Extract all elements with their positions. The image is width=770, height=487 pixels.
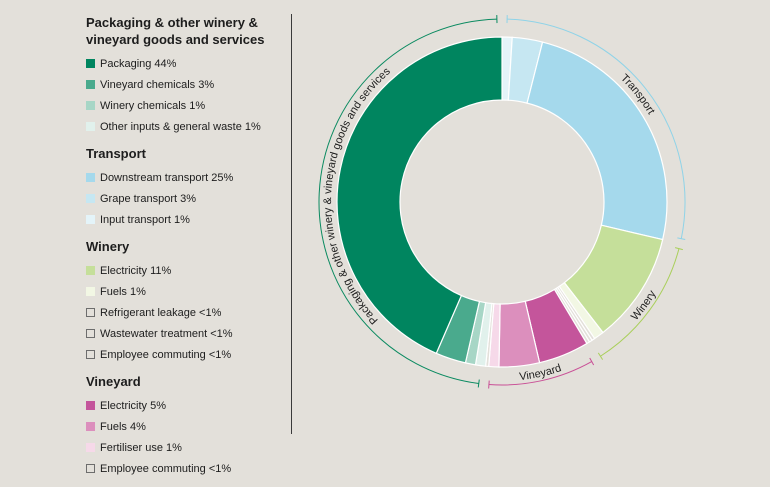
legend-label: Fuels 1% — [100, 286, 146, 298]
legend-label: Grape transport 3% — [100, 193, 196, 205]
legend-label: Downstream transport 25% — [100, 172, 233, 184]
legend-item: Packaging 44% — [86, 53, 286, 74]
legend-group: Winery Electricity 11% Fuels 1% Refrigerant… — [86, 238, 286, 365]
legend-swatch — [86, 287, 95, 296]
group-bracket-tick — [478, 380, 479, 388]
legend-swatch — [86, 464, 95, 473]
legend-item: Wastewater treatment <1% — [86, 323, 286, 344]
group-bracket-tick — [489, 381, 490, 389]
group-bracket-tick — [598, 353, 602, 360]
legend-item: Refrigerant leakage <1% — [86, 302, 286, 323]
legend-label: Fertiliser use 1% — [100, 442, 182, 454]
legend-label: Electricity 11% — [100, 265, 171, 277]
group-bracket-tick — [590, 358, 594, 365]
legend-item: Fuels 1% — [86, 281, 286, 302]
legend-item: Input transport 1% — [86, 209, 286, 230]
legend-group: Packaging & other winery & vineyard good… — [86, 14, 286, 137]
legend-label: Other inputs & general waste 1% — [100, 121, 261, 133]
legend-swatch — [86, 422, 95, 431]
legend-swatch — [86, 308, 95, 317]
legend-swatch — [86, 173, 95, 182]
legend-swatch — [86, 122, 95, 131]
legend-swatch — [86, 350, 95, 359]
legend-swatch — [86, 101, 95, 110]
legend-group: Transport Downstream transport 25% Grape t… — [86, 145, 286, 230]
legend-item: Electricity 5% — [86, 395, 286, 416]
legend-label: Wastewater treatment <1% — [100, 328, 233, 340]
legend-swatch — [86, 194, 95, 203]
legend-label: Electricity 5% — [100, 400, 166, 412]
legend-label: Packaging 44% — [100, 58, 176, 70]
legend-swatch — [86, 215, 95, 224]
legend-group-title: Transport — [86, 145, 286, 162]
legend-label: Employee commuting <1% — [100, 463, 231, 475]
legend-item: Employee commuting <1% — [86, 344, 286, 365]
legend: Packaging & other winery & vineyard good… — [86, 14, 286, 487]
legend-label: Winery chemicals 1% — [100, 100, 205, 112]
legend-swatch — [86, 329, 95, 338]
legend-item: Downstream transport 25% — [86, 167, 286, 188]
legend-label: Vineyard chemicals 3% — [100, 79, 214, 91]
legend-group-title: Packaging & other winery & vineyard good… — [86, 14, 286, 48]
legend-swatch — [86, 266, 95, 275]
legend-label: Fuels 4% — [100, 421, 146, 433]
legend-item: Fertiliser use 1% — [86, 437, 286, 458]
donut-slice — [527, 42, 667, 240]
legend-label: Input transport 1% — [100, 214, 190, 226]
legend-item: Grape transport 3% — [86, 188, 286, 209]
legend-swatch — [86, 443, 95, 452]
legend-label: Employee commuting <1% — [100, 349, 231, 361]
legend-item: Other inputs & general waste 1% — [86, 116, 286, 137]
legend-item: Employee commuting <1% — [86, 458, 286, 479]
legend-group-title: Vineyard — [86, 373, 286, 390]
legend-swatch — [86, 80, 95, 89]
legend-item: Electricity 11% — [86, 260, 286, 281]
legend-swatch — [86, 59, 95, 68]
legend-item: Fuels 4% — [86, 416, 286, 437]
legend-item: Winery chemicals 1% — [86, 95, 286, 116]
legend-label: Refrigerant leakage <1% — [100, 307, 221, 319]
legend-group: Vineyard Electricity 5% Fuels 4% Fertiliser… — [86, 373, 286, 479]
legend-swatch — [86, 401, 95, 410]
legend-item: Vineyard chemicals 3% — [86, 74, 286, 95]
legend-group-title: Winery — [86, 238, 286, 255]
